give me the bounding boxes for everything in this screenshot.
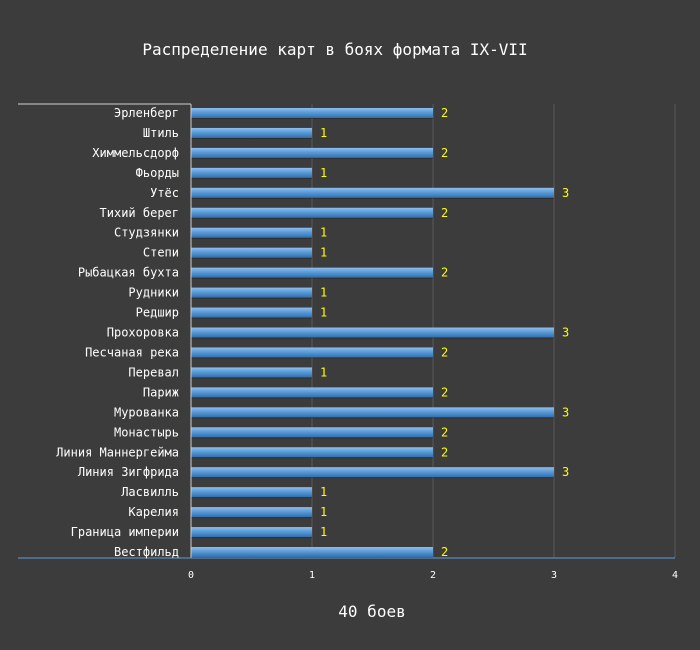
data-label: 2 [441,385,448,399]
category-label: Тихий берег [100,206,179,220]
x-tick-labels: 0 1 2 3 4 [188,570,678,581]
category-label: Рыбацкая бухта [78,266,179,280]
category-label: Штиль [143,126,179,140]
data-label: 3 [562,405,569,419]
category-label: Фьорды [136,166,179,180]
bar [191,207,433,218]
category-label: Степи [143,246,179,260]
data-label: 2 [441,425,448,439]
bar [191,167,312,178]
category-label: Париж [143,385,179,399]
category-label: Карелия [128,505,179,519]
data-label: 2 [441,146,448,160]
data-label: 2 [441,445,448,459]
bar [191,547,433,558]
bar [191,507,312,518]
x-tick-label: 4 [672,570,678,581]
bar [191,247,312,258]
bar [191,267,433,278]
x-tick-label: 1 [309,570,315,581]
axes [18,103,675,559]
data-label: 1 [320,306,327,320]
category-label: Утёс [150,186,179,200]
bar [191,127,312,138]
chart-footer: 40 боев [338,602,405,621]
data-label: 1 [320,166,327,180]
chart-title: Распределение карт в боях формата IX-VII [142,40,527,59]
bar [191,487,312,498]
bar [191,347,433,358]
data-label: 1 [320,485,327,499]
category-label: Рудники [128,286,179,300]
category-label: Перевал [128,365,179,379]
x-tick-label: 0 [188,570,194,581]
data-label: 3 [562,326,569,340]
category-label: Линия Маннергейма [56,445,179,459]
bar [191,147,433,158]
category-label: Химмельсдорф [92,146,179,160]
category-label: Граница империи [71,525,179,539]
data-label: 2 [441,266,448,280]
data-label: 1 [320,126,327,140]
bar [191,287,312,298]
data-label: 1 [320,226,327,240]
category-label: Вестфильд [114,545,179,559]
category-label: Ласвилль [121,485,179,499]
data-label: 1 [320,286,327,300]
data-labels: 2 1 2 1 3 2 1 1 2 1 1 3 2 1 2 3 2 2 3 1 1 1 2 [320,106,569,559]
data-label: 3 [562,465,569,479]
bar [191,187,554,198]
category-label: Монастырь [114,425,179,439]
bar [191,307,312,318]
data-label: 2 [441,345,448,359]
bar [191,407,554,418]
category-label: Линия Зигфрида [78,465,179,479]
bar [191,327,554,338]
bar [191,427,433,438]
bar [191,387,433,398]
category-label: Прохоровка [107,326,179,340]
data-label: 1 [320,525,327,539]
x-tick-label: 2 [430,570,436,581]
data-label: 1 [320,365,327,379]
category-label: Мурованка [114,405,179,419]
category-label: Песчаная река [85,345,179,359]
bars [191,108,554,559]
category-label: Редшир [136,306,179,320]
data-label: 2 [441,545,448,559]
data-label: 2 [441,206,448,220]
bar [191,527,312,538]
bar [191,367,312,378]
data-label: 3 [562,186,569,200]
category-label: Студзянки [114,226,179,240]
category-labels: Эрленберг Штиль Химмельсдорф Фьорды Утёс Тихи… [56,106,179,559]
bar [191,447,433,458]
category-label: Эрленберг [114,106,179,120]
x-tick-label: 3 [551,570,557,581]
bar [191,227,312,238]
bar [191,467,554,478]
data-label: 2 [441,106,448,120]
data-label: 1 [320,246,327,260]
bar [191,108,433,118]
data-label: 1 [320,505,327,519]
